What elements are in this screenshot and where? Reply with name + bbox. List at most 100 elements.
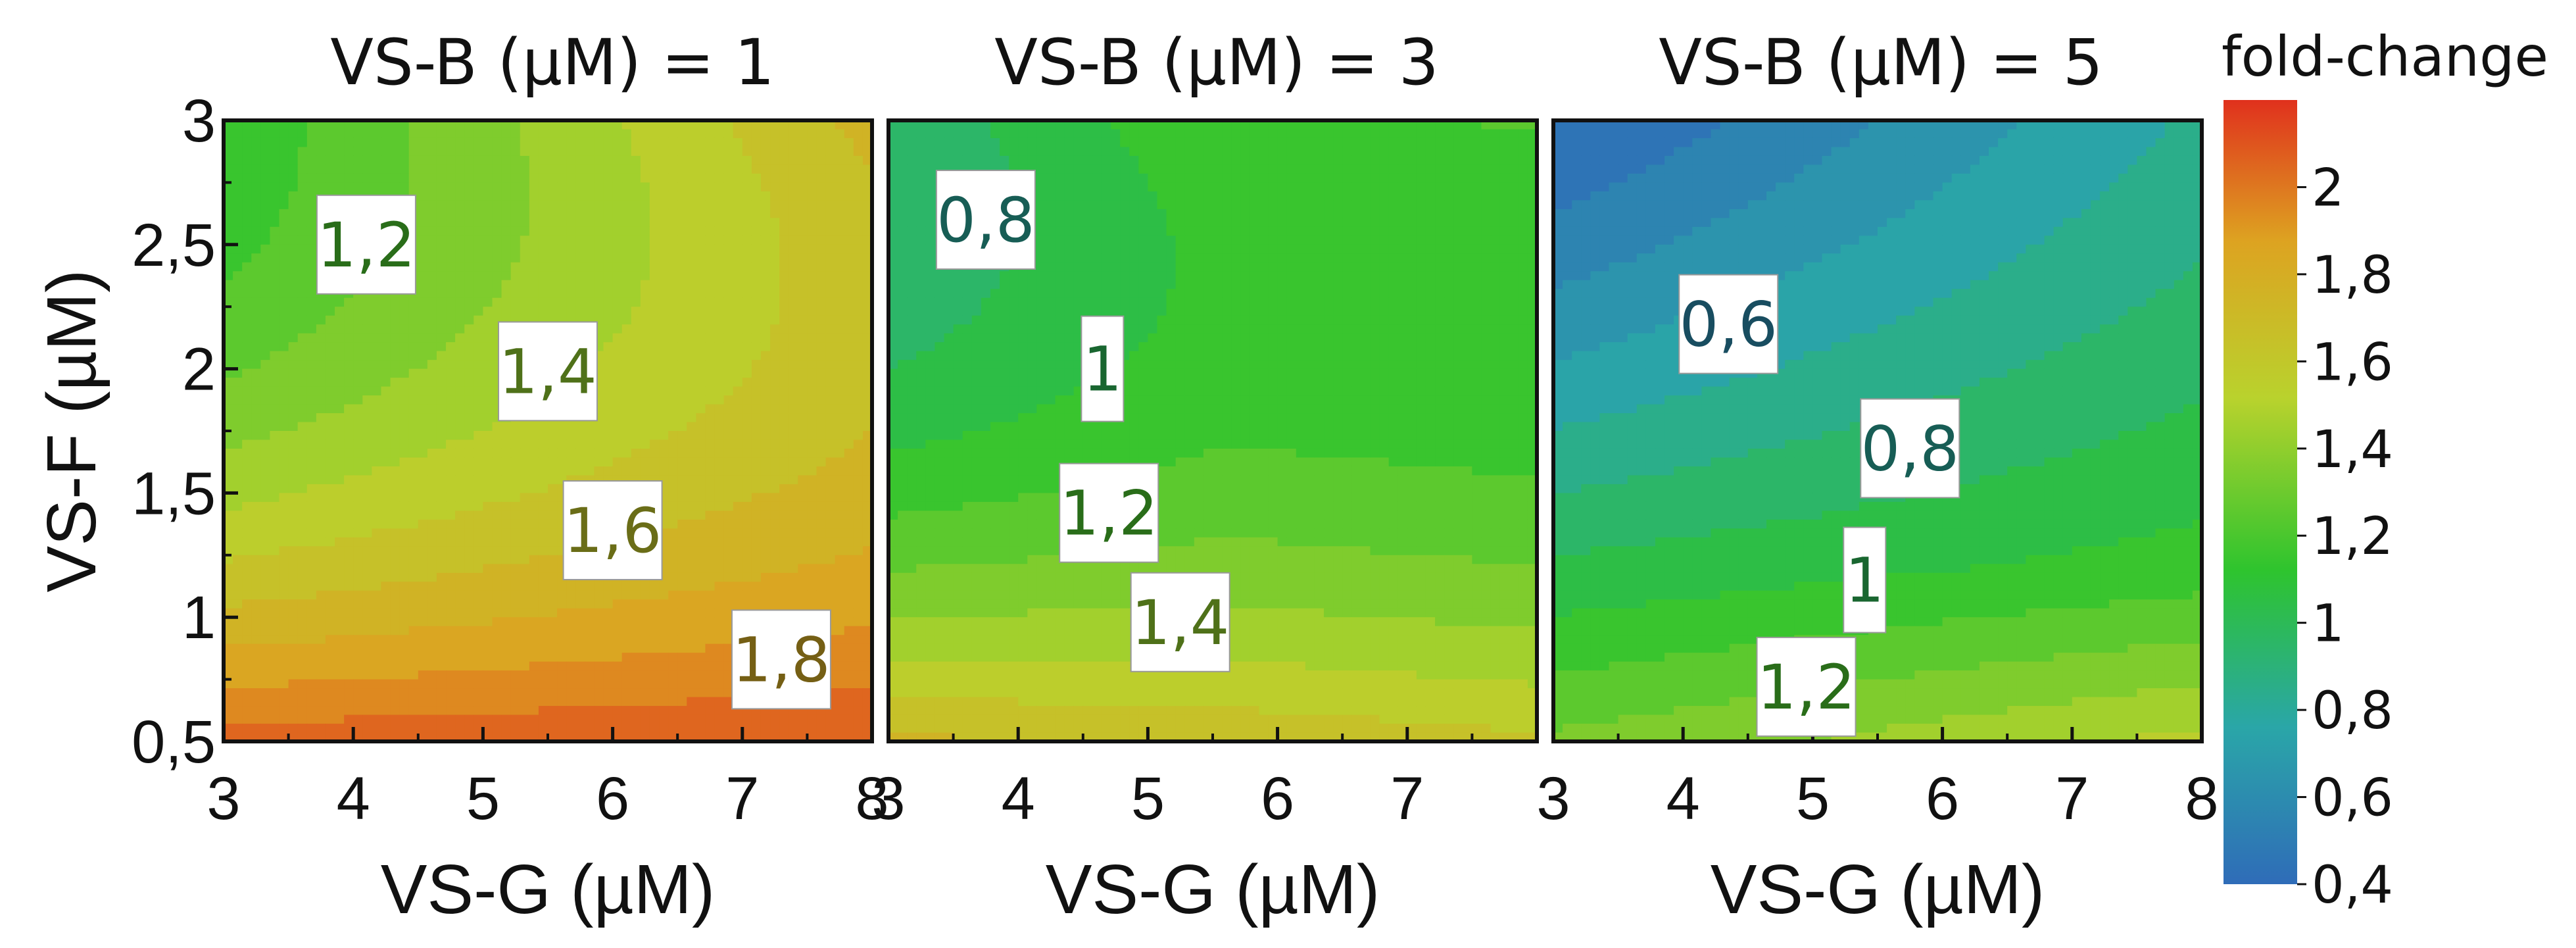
contour-cell: [455, 289, 465, 299]
contour-cell: [742, 572, 752, 582]
contour-cell: [640, 626, 650, 636]
contour-cell: [436, 342, 447, 352]
contour-cell: [260, 643, 271, 653]
contour-cell: [798, 724, 808, 734]
contour-cell: [714, 590, 725, 600]
contour-cell: [251, 661, 261, 671]
contour-cell: [251, 244, 261, 254]
contour-cell: [436, 395, 447, 405]
contour-cell: [668, 626, 678, 636]
contour-cell: [751, 333, 762, 343]
contour-cell: [687, 200, 696, 210]
contour-cell: [390, 572, 401, 582]
contour-cell: [362, 466, 372, 476]
contour-cell: [297, 688, 308, 698]
contour-cell: [399, 457, 410, 467]
contour-cell: [520, 209, 530, 218]
contour-cell: [316, 670, 326, 680]
contour-cell: [548, 724, 558, 734]
contour-cell: [399, 599, 410, 609]
contour-cell: [548, 537, 558, 547]
contour-cell: [399, 307, 410, 316]
contour-cell: [501, 182, 512, 192]
contour-cell: [279, 297, 289, 307]
contour-cell: [344, 422, 354, 432]
contour-cell: [659, 253, 669, 263]
contour-cell: [594, 200, 604, 210]
contour-cell: [297, 200, 308, 210]
contour-cell: [455, 342, 465, 352]
contour-cell: [297, 626, 308, 636]
contour-cell: [464, 706, 474, 716]
contour-cell: [538, 164, 548, 174]
contour-cell: [612, 386, 623, 396]
contour-cell: [260, 368, 271, 378]
contour-cell: [853, 236, 863, 245]
contour-cell: [233, 271, 243, 281]
contour-cell: [779, 501, 789, 511]
contour-cell: [353, 582, 363, 591]
contour-cell: [474, 537, 483, 547]
contour-cell: [825, 200, 836, 210]
contour-cell: [464, 209, 474, 218]
contour-cell: [510, 271, 521, 281]
contour-cell: [483, 564, 493, 574]
contour-cell: [816, 324, 827, 334]
contour-cell: [798, 475, 808, 485]
contour-cell: [733, 200, 743, 210]
contour-cell: [825, 155, 836, 166]
contour-cell: [344, 129, 354, 139]
contour-cell: [733, 448, 743, 459]
contour-cell: [279, 582, 289, 591]
contour-cell: [798, 244, 808, 254]
contour-cell: [381, 493, 391, 503]
contour-cell: [344, 626, 354, 636]
contour-cell: [760, 528, 771, 538]
contour-cell: [408, 626, 419, 636]
contour-cell: [668, 218, 678, 228]
contour-cell: [621, 706, 632, 716]
contour-cell: [251, 546, 261, 556]
contour-cell: [381, 307, 391, 316]
contour-cell: [335, 386, 345, 396]
contour-cell: [362, 697, 372, 707]
contour-cell: [779, 564, 789, 574]
contour-cell: [390, 582, 401, 591]
contour-cell: [362, 555, 372, 564]
contour-cell: [742, 439, 752, 449]
contour-cell: [807, 493, 817, 503]
contour-cell: [548, 679, 558, 689]
contour-cell: [816, 333, 827, 343]
contour-cell: [557, 457, 567, 467]
contour-cell: [705, 218, 716, 228]
contour-cell: [418, 582, 428, 591]
contour-cell: [288, 129, 299, 139]
contour-cell: [687, 537, 696, 547]
contour-cell: [853, 431, 863, 441]
contour-cell: [760, 368, 771, 378]
contour-cell: [455, 209, 465, 218]
contour-cell: [316, 173, 326, 183]
contour-cell: [464, 537, 474, 547]
contour-cell: [631, 653, 641, 662]
contour-cell: [798, 466, 808, 476]
contour-cell: [723, 280, 734, 289]
contour-cell: [316, 431, 326, 441]
contour-cell: [353, 635, 363, 645]
contour-cell: [501, 137, 512, 148]
contour-cell: [270, 289, 280, 299]
contour-cell: [325, 688, 335, 698]
contour-cell: [594, 457, 604, 467]
contour-cell: [668, 643, 678, 653]
contour-cell: [705, 555, 716, 564]
contour-cell: [270, 706, 280, 716]
contour-cell: [455, 590, 465, 600]
contour-cell: [242, 697, 252, 707]
contour-cell: [733, 368, 743, 378]
contour-cell: [408, 147, 419, 157]
contour-cell: [501, 697, 512, 707]
contour-cell: [575, 439, 585, 449]
contour-cell: [677, 688, 687, 698]
contour-cell: [233, 590, 243, 600]
contour-cell: [631, 280, 641, 289]
